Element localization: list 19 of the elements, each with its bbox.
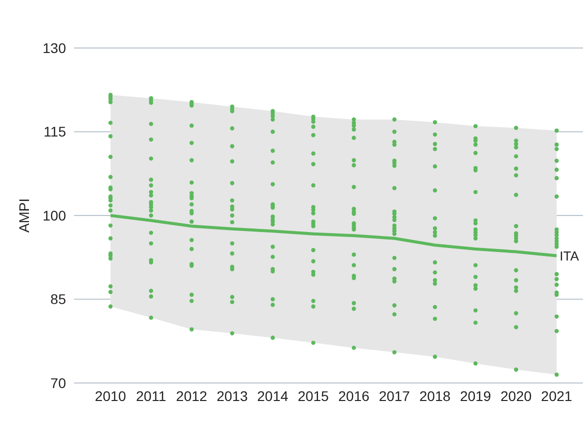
y-tick-label: 100 xyxy=(42,207,66,224)
x-tick-label: 2021 xyxy=(541,388,572,404)
x-tick-label: 2017 xyxy=(378,388,410,404)
y-tick-label: 85 xyxy=(50,291,66,308)
y-axis-title: AMPI xyxy=(16,198,32,233)
x-tick-label: 2016 xyxy=(338,388,370,404)
series-label: ITA xyxy=(560,248,580,264)
y-tick-label: 130 xyxy=(42,40,66,56)
x-tick-label: 2014 xyxy=(257,388,289,404)
x-tick-label: 2010 xyxy=(94,388,126,404)
y-tick-label: 115 xyxy=(44,124,66,140)
x-tick-label: 2015 xyxy=(298,388,330,404)
x-tick-label: 2020 xyxy=(500,388,532,404)
x-tick-label: 2012 xyxy=(176,388,208,404)
x-tick-label: 2013 xyxy=(216,388,248,404)
y-tick-label: 70 xyxy=(50,374,66,391)
x-tick-label: 2018 xyxy=(419,388,451,404)
x-tick-label: 2019 xyxy=(460,388,492,404)
x-tick-label: 2011 xyxy=(136,388,166,404)
